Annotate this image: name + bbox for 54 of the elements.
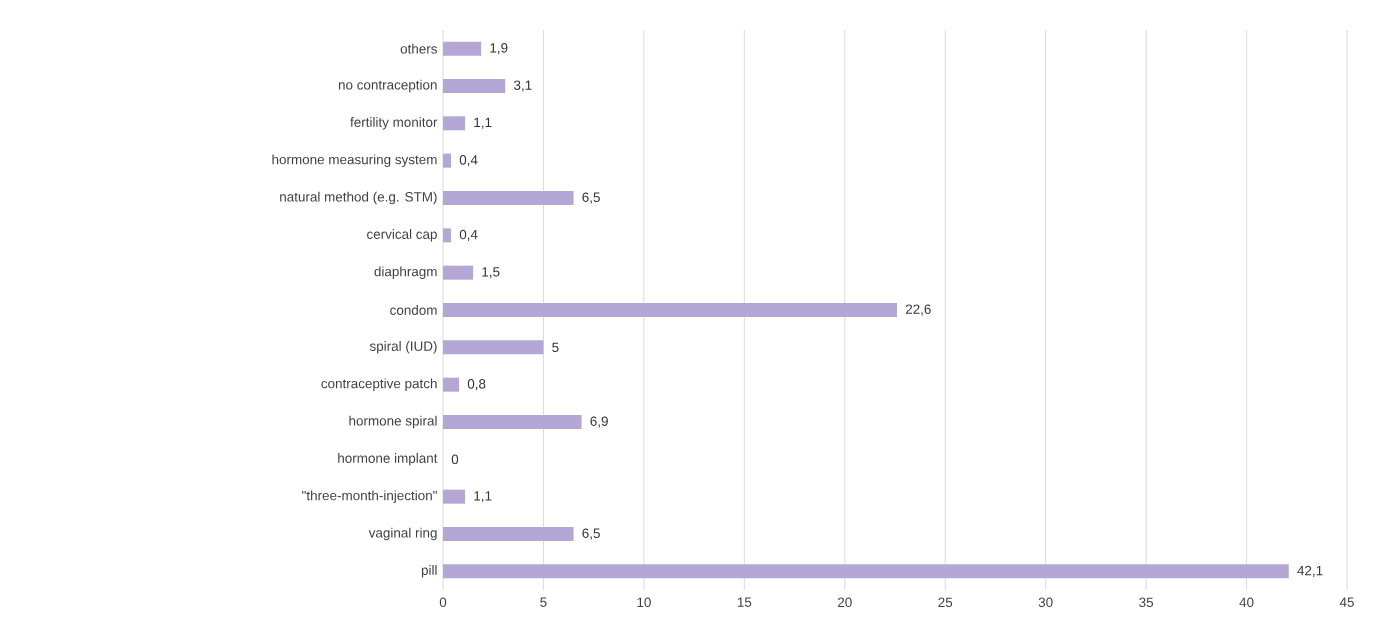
y-tick-label: hormone spiral [349, 415, 437, 429]
data-label: 6,5 [582, 528, 600, 540]
y-tick-label: natural method (e.g. STM) [280, 191, 437, 205]
data-label: 6,9 [590, 416, 608, 428]
y-tick-label: vaginal ring [368, 527, 437, 541]
data-label: 6,5 [582, 192, 600, 204]
y-tick-label: "three-month-injection" [302, 490, 437, 503]
bar [443, 377, 460, 392]
bar [443, 153, 452, 168]
x-tick-label: 40 [1239, 597, 1254, 608]
bar [443, 265, 474, 280]
bar [443, 191, 574, 205]
bar [443, 527, 574, 542]
y-tick-label: others [400, 43, 437, 54]
bar [443, 415, 582, 429]
x-tick-label: 0 [439, 597, 447, 608]
data-label: 0,8 [467, 379, 486, 391]
data-label: 0,4 [459, 155, 478, 167]
data-label: 0,4 [459, 229, 478, 241]
y-tick-label: cervical cap [367, 229, 437, 242]
bar [443, 79, 506, 93]
bar [443, 564, 1289, 579]
data-label: 1,9 [490, 43, 508, 55]
bar [443, 303, 898, 317]
data-label: 22,6 [905, 304, 931, 316]
y-tick-label: hormone implant [338, 453, 438, 466]
data-label: 5 [552, 342, 559, 353]
y-tick-label: diaphragm [374, 266, 437, 279]
x-tick-label: 15 [737, 597, 752, 607]
data-label: 0 [451, 454, 459, 465]
y-tick-label: no contraception [338, 79, 437, 93]
data-label: 1,1 [474, 491, 492, 503]
bar [443, 340, 544, 355]
bar [443, 489, 466, 504]
y-tick-label: spiral (IUD) [369, 341, 437, 354]
y-tick-label: condom [390, 305, 437, 315]
data-label: 1,1 [474, 117, 492, 129]
y-tick-label: hormone measuring system [272, 154, 437, 167]
data-label: 1,5 [482, 267, 500, 279]
y-tick-label: fertility monitor [350, 117, 438, 130]
y-tick-label: pill [421, 565, 437, 578]
bar [443, 116, 466, 131]
bar [443, 228, 452, 243]
x-tick-label: 25 [938, 597, 953, 608]
x-tick-label: 5 [540, 597, 547, 607]
bar [443, 41, 482, 56]
x-tick-label: 30 [1038, 597, 1053, 608]
data-label: 42,1 [1297, 565, 1323, 577]
x-tick-label: 45 [1339, 597, 1354, 607]
data-label: 3,1 [513, 80, 532, 92]
x-tick-label: 20 [837, 597, 852, 608]
x-tick-label: 10 [637, 597, 651, 608]
x-tick-label: 35 [1139, 597, 1154, 608]
y-tick-label: contraceptive patch [321, 378, 437, 391]
